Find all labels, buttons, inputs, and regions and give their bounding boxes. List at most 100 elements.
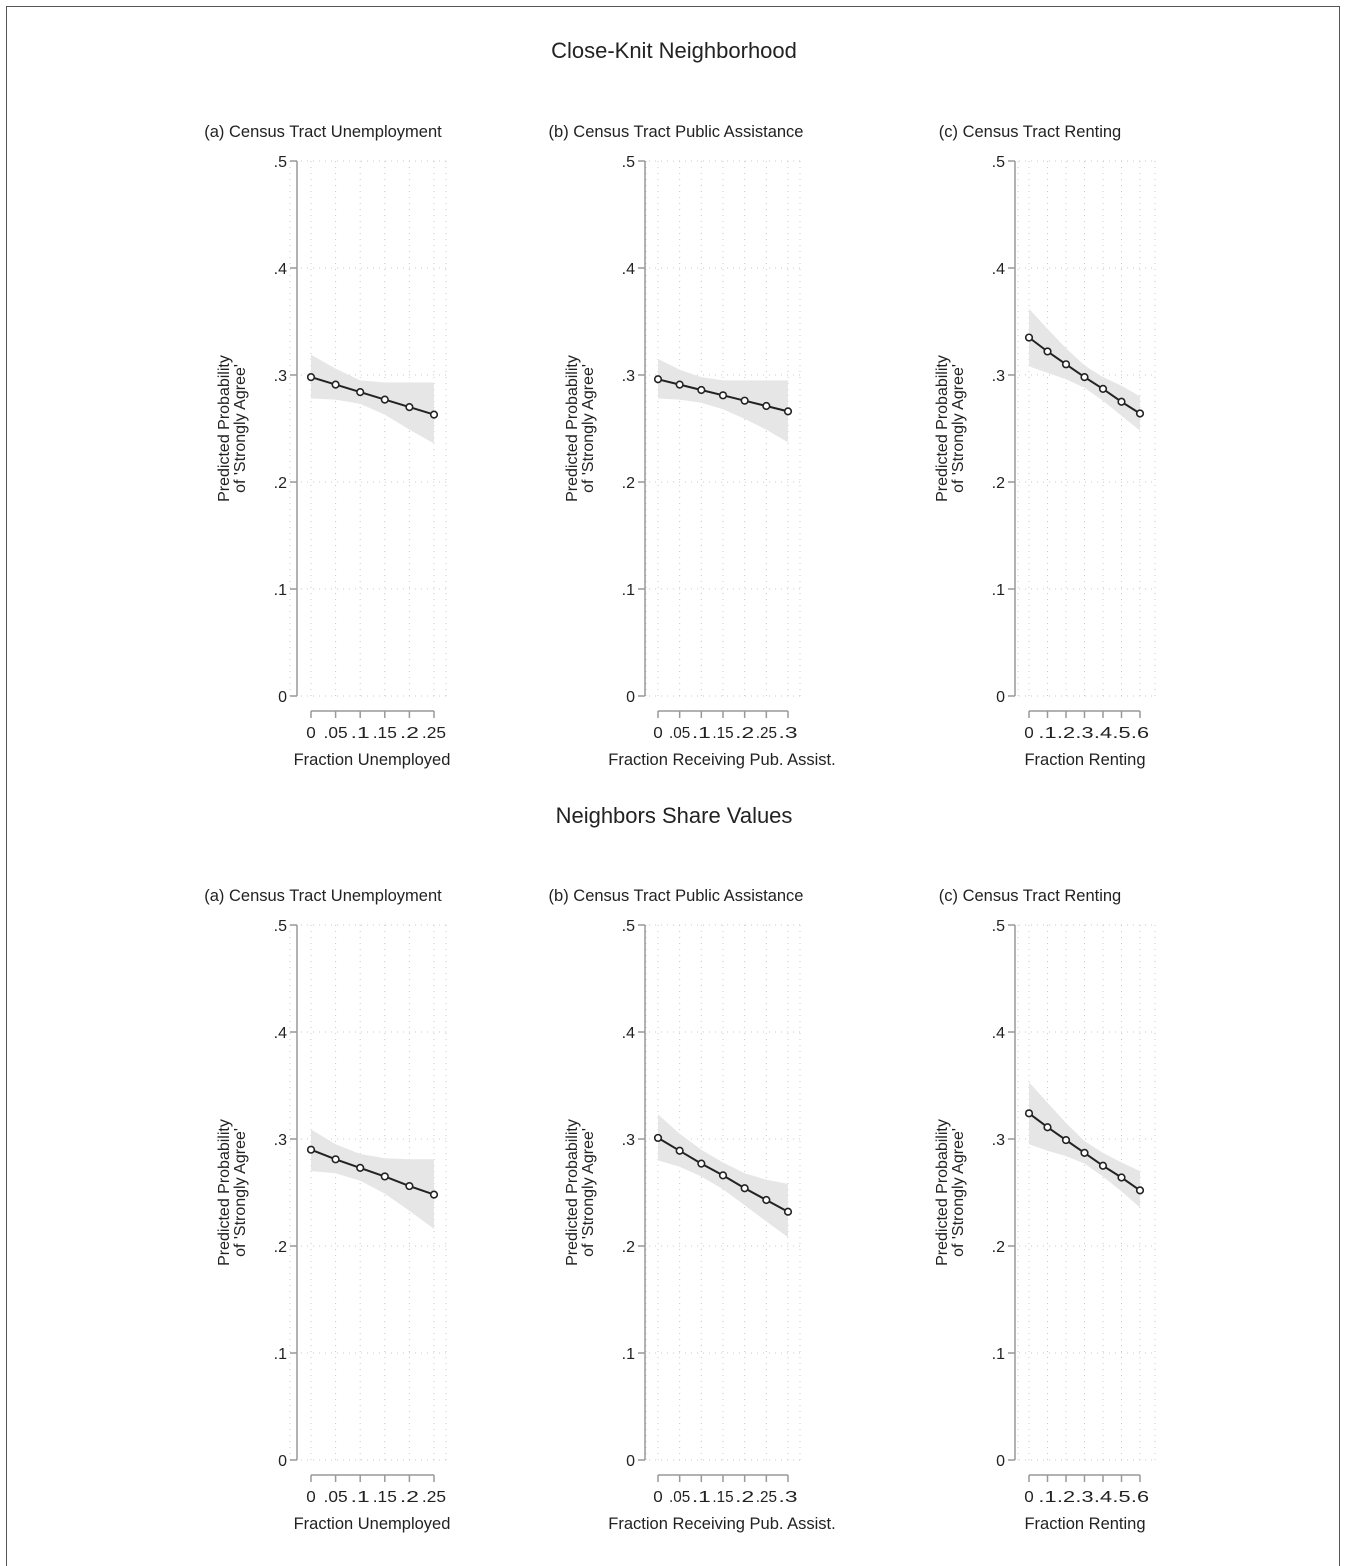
x-tick-label: 0 <box>653 1489 663 1506</box>
data-point <box>429 410 439 419</box>
x-tick-label: .15 <box>712 725 733 742</box>
y-axis-label: Predicted Probability of 'Strongly Agree' <box>216 355 249 502</box>
y-tick-label: .1 <box>992 582 1005 599</box>
data-point <box>675 1146 684 1155</box>
series-line <box>310 1148 435 1196</box>
y-tick-label: .3 <box>992 368 1005 385</box>
panel-subtitle: (a) Census Tract Unemployment <box>204 887 442 905</box>
y-tick-label: .4 <box>992 261 1005 278</box>
figure-frame <box>6 6 1340 1566</box>
data-point <box>405 1181 414 1191</box>
y-tick-label: .4 <box>274 1025 287 1042</box>
y-axis-label-line: Predicted Probability <box>564 1119 581 1266</box>
x-tick-label: .6 <box>1131 1489 1149 1506</box>
y-tick-label: .3 <box>274 1132 287 1149</box>
y-tick-label: .5 <box>992 918 1005 935</box>
data-point <box>718 1171 728 1180</box>
data-point <box>1024 333 1034 342</box>
panel-subtitle: (a) Census Tract Unemployment <box>204 123 442 141</box>
data-point <box>1080 1148 1089 1158</box>
y-tick-label: .5 <box>622 918 635 935</box>
data-point <box>1061 1135 1071 1145</box>
chart-panel: (b) Census Tract Public Assistance 0 .1 .2.… <box>549 887 836 1533</box>
x-tick-label: .05 <box>324 1489 348 1506</box>
y-axis-label-line: of 'Strongly Agree' <box>950 1128 967 1257</box>
data-point <box>783 1207 793 1216</box>
data-point <box>653 1133 663 1143</box>
y-tick-label: 0 <box>996 1453 1005 1470</box>
y-axis-label: Predicted Probability of 'Strongly Agree' <box>934 355 967 502</box>
y-tick-label: 0 <box>996 689 1005 706</box>
x-tick-label: .05 <box>669 1489 690 1506</box>
x-tick-label: .25 <box>422 725 446 742</box>
data-point <box>740 1184 749 1193</box>
y-tick-label: .1 <box>274 1346 287 1363</box>
x-axis-label: Fraction Unemployed <box>294 1515 451 1533</box>
confidence-band <box>311 1129 434 1229</box>
x-tick-label: 0 <box>306 725 316 742</box>
x-tick-label: .5 <box>1112 725 1130 742</box>
y-tick-label: .2 <box>992 475 1005 492</box>
chart-panel: (c) Census Tract Renting0.1.2.3.4.50.1.2… <box>934 123 1156 769</box>
data-point <box>1061 360 1071 369</box>
y-tick-label: .1 <box>274 582 287 599</box>
x-tick-label: .2 <box>1057 725 1075 742</box>
confidence-band <box>1029 1082 1140 1208</box>
x-tick-label: .05 <box>669 725 690 742</box>
y-axis-label: Predicted Probability of 'Strongly Agree' <box>564 1119 597 1266</box>
x-tick-label: .05 <box>324 725 348 742</box>
data-point <box>1098 384 1108 394</box>
data-point <box>306 373 316 382</box>
y-axis-label: Predicted Probability of 'Strongly Agree' <box>216 1119 249 1266</box>
x-tick-label: .15 <box>373 1489 397 1506</box>
panel-subtitle: (b) Census Tract Public Assistance <box>549 123 804 141</box>
x-axis-label: Fraction Renting <box>1024 1515 1145 1533</box>
y-axis-label-line: of 'Strongly Agree' <box>580 1128 597 1257</box>
panel-subtitle: (c) Census Tract Renting <box>939 123 1121 141</box>
x-axis-label: Fraction Receiving Pub. Assist. <box>608 1515 835 1533</box>
chart-panel: (b) Census Tract Public Assistance 0 .1 .2.… <box>549 123 836 769</box>
x-tick-label: .2 <box>735 1489 754 1506</box>
y-tick-label: .3 <box>992 1132 1005 1149</box>
x-tick-label: .25 <box>756 725 777 742</box>
y-tick-label: .5 <box>622 154 635 171</box>
confidence-band <box>658 358 788 443</box>
x-tick-label: 0 <box>306 1489 316 1506</box>
data-point <box>675 380 684 389</box>
y-axis-label: Predicted Probability of 'Strongly Agree' <box>564 355 597 502</box>
data-point <box>653 375 663 384</box>
data-point <box>1024 1109 1034 1118</box>
data-point <box>1043 347 1052 356</box>
y-axis-label-line: of 'Strongly Agree' <box>580 364 597 493</box>
chart-panel: (a) Census Tract Unemployment 0 .1 .2 .3 .4 .5… <box>204 123 450 769</box>
group-title: Neighbors Share Values <box>556 803 793 828</box>
y-tick-label: .2 <box>992 1239 1005 1256</box>
x-tick-label: .3 <box>779 1489 798 1506</box>
data-point <box>762 1195 771 1205</box>
x-tick-label: .3 <box>779 725 798 742</box>
y-axis-label-line: Predicted Probability <box>216 1119 233 1266</box>
y-tick-label: .3 <box>622 368 635 385</box>
x-tick-label: .1 <box>692 1489 711 1506</box>
y-tick-label: .3 <box>274 368 287 385</box>
x-tick-label: .15 <box>712 1489 733 1506</box>
y-axis-label-line: of 'Strongly Agree' <box>232 364 249 493</box>
data-point <box>356 1163 365 1172</box>
x-tick-label: .3 <box>1075 1489 1093 1506</box>
x-tick-label: .6 <box>1131 725 1149 742</box>
y-tick-label: .3 <box>622 1132 635 1149</box>
x-axis-label: Fraction Receiving Pub. Assist. <box>608 751 835 769</box>
y-tick-label: .4 <box>992 1025 1005 1042</box>
x-tick-label: .5 <box>1112 1489 1130 1506</box>
y-tick-label: .2 <box>274 475 287 492</box>
data-point <box>405 403 414 412</box>
data-point <box>306 1145 316 1154</box>
y-tick-label: .4 <box>622 1025 635 1042</box>
x-tick-label: .1 <box>1038 1489 1056 1506</box>
y-tick-label: .5 <box>992 154 1005 171</box>
x-tick-label: 0 <box>1024 725 1034 742</box>
data-point <box>1135 1186 1145 1195</box>
data-point <box>1080 373 1089 382</box>
x-tick-label: .25 <box>422 1489 446 1506</box>
x-tick-label: 0 <box>653 725 663 742</box>
